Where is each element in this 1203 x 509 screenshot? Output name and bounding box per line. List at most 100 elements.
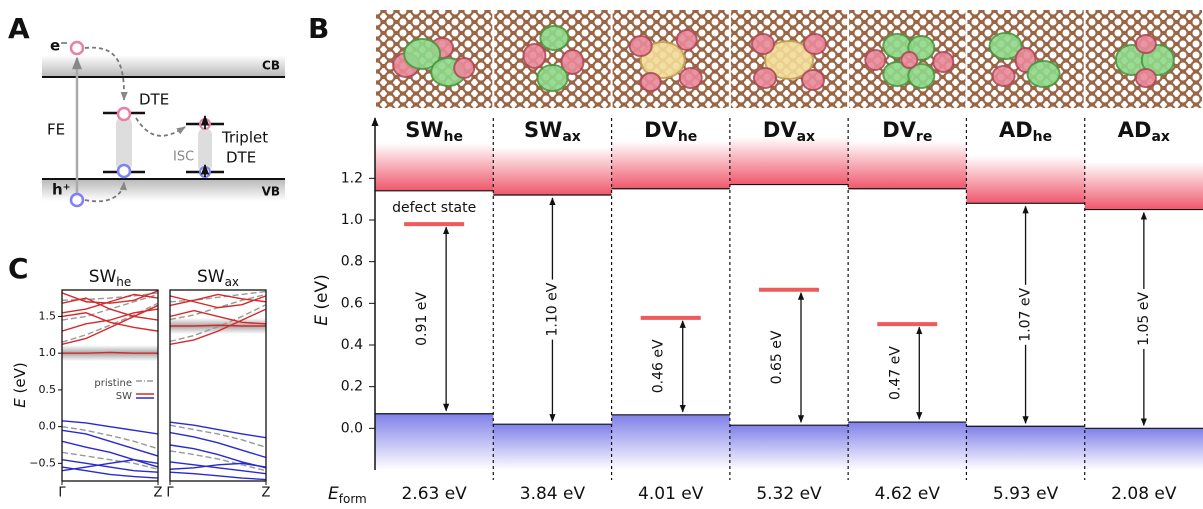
defect-ring [677, 30, 697, 50]
category-label: SWax [524, 118, 581, 145]
dte-label: DTE [139, 91, 169, 109]
gap-label: 0.47 eV [887, 346, 903, 400]
y-axis-label-unit: (eV) [312, 274, 332, 315]
y-tick-label: 0.6 [341, 295, 363, 311]
band [170, 472, 266, 479]
subplot-title: SWhe [89, 267, 132, 288]
y-axis-label: E (eV) [312, 274, 332, 326]
vb-shade [375, 414, 493, 470]
isc-label: ISC [173, 150, 194, 165]
band [62, 313, 158, 331]
panel-label: C [8, 252, 29, 285]
x-tick-label: Z [262, 486, 271, 501]
y-tick-label: 1.0 [341, 212, 363, 228]
defect-ring [680, 68, 702, 88]
y-tick-label: 0.2 [341, 379, 363, 395]
formation-energy: 2.08 eV [1111, 484, 1177, 504]
formation-energy: 5.32 eV [756, 484, 822, 504]
category-label-sub: he [444, 129, 463, 145]
defect-ring [933, 52, 953, 72]
vb-shade [1085, 428, 1203, 470]
isc-arrow [136, 118, 185, 136]
defect-ring [1136, 35, 1156, 53]
vb-label: VB [262, 185, 280, 199]
panel-label: B [308, 12, 329, 45]
formation-label-main: E [328, 484, 339, 504]
vb-shade [848, 422, 966, 470]
defect-ring [641, 73, 661, 91]
subplot-title-sub: ax [225, 274, 239, 288]
y-tick-label: 1.2 [341, 170, 363, 186]
legend-label: pristine [94, 378, 132, 389]
category-label-main: DV [763, 118, 797, 142]
gap-label: 1.10 eV [544, 282, 560, 336]
cb-label: CB [262, 59, 280, 73]
vb-shade [493, 424, 611, 470]
defect-ring [865, 50, 885, 70]
defect-ring [523, 44, 545, 68]
category-label-main: DV [644, 118, 678, 142]
cb-shade [612, 141, 730, 189]
plot-area [170, 291, 266, 479]
gap-label: 0.46 eV [651, 339, 667, 393]
category-label: ADhe [999, 118, 1052, 145]
band [62, 467, 158, 478]
category-label-sub: re [916, 129, 932, 145]
category-label-sub: ax [562, 129, 580, 145]
defect-ring [993, 66, 1015, 86]
triplet-label: DTE [226, 149, 256, 167]
y-axis-label: E (eV) [11, 362, 29, 407]
y-tick-label: 1.0 [39, 346, 57, 359]
y-axis-label-unit: (eV) [11, 362, 29, 398]
defect-ring [1028, 61, 1060, 87]
gap-label: 0.65 eV [769, 330, 785, 384]
y-tick-label: 0.5 [39, 383, 57, 396]
category-label: ADax [1118, 118, 1170, 145]
category-label: DVax [763, 118, 815, 145]
y-tick-label: 1.5 [39, 309, 57, 322]
x-tick-label: Γ [58, 486, 66, 501]
formation-energy: 4.62 eV [875, 484, 941, 504]
subplot-title-sub: he [116, 274, 131, 288]
category-label-sub: he [1033, 129, 1052, 145]
x-tick-label: Z [154, 486, 163, 501]
y-tick-label: −0.5 [29, 456, 56, 469]
figure: A B C e⁻ CB FE DTE ISC Triplet DTE h⁺ VB [0, 0, 1203, 509]
subplot-title: SWax [197, 267, 239, 288]
legend-label: SW [116, 391, 132, 402]
cb-shade [375, 143, 493, 191]
y-tick-label: 0.8 [341, 254, 363, 270]
formation-label: Eform [328, 484, 367, 506]
hole [71, 194, 83, 206]
category-label: DVhe [644, 118, 697, 145]
y-tick-label: 0.0 [341, 420, 363, 436]
cb-shade [848, 141, 966, 189]
electron [118, 108, 130, 120]
cb-shade [42, 55, 285, 77]
subplot-title-main: SW [89, 267, 117, 287]
category-label-main: AD [1118, 118, 1152, 142]
gap-label: 0.91 eV [414, 292, 430, 346]
annotation: defect state [392, 200, 476, 216]
defect-ring [802, 70, 824, 90]
defect-ring [752, 34, 774, 54]
defect-ring [454, 58, 474, 78]
defect-ring [901, 52, 917, 68]
band [170, 425, 266, 447]
fe-label: FE [47, 121, 65, 139]
category-label-sub: ax [797, 129, 815, 145]
band [170, 325, 266, 326]
cb-shade [730, 137, 848, 185]
category-label-main: DV [882, 118, 916, 142]
gap-label: 1.05 eV [1136, 292, 1152, 346]
category-label-main: SW [524, 118, 562, 142]
y-tick-label: 0.4 [341, 337, 363, 353]
band [62, 352, 158, 353]
hole-label: h⁺ [52, 181, 71, 199]
cb-shade [1085, 162, 1203, 210]
category-label: DVre [882, 118, 932, 145]
defect-ring [1136, 69, 1156, 87]
vb-shade [730, 425, 848, 470]
defect-ring [754, 68, 776, 88]
defect-ring [630, 36, 652, 56]
